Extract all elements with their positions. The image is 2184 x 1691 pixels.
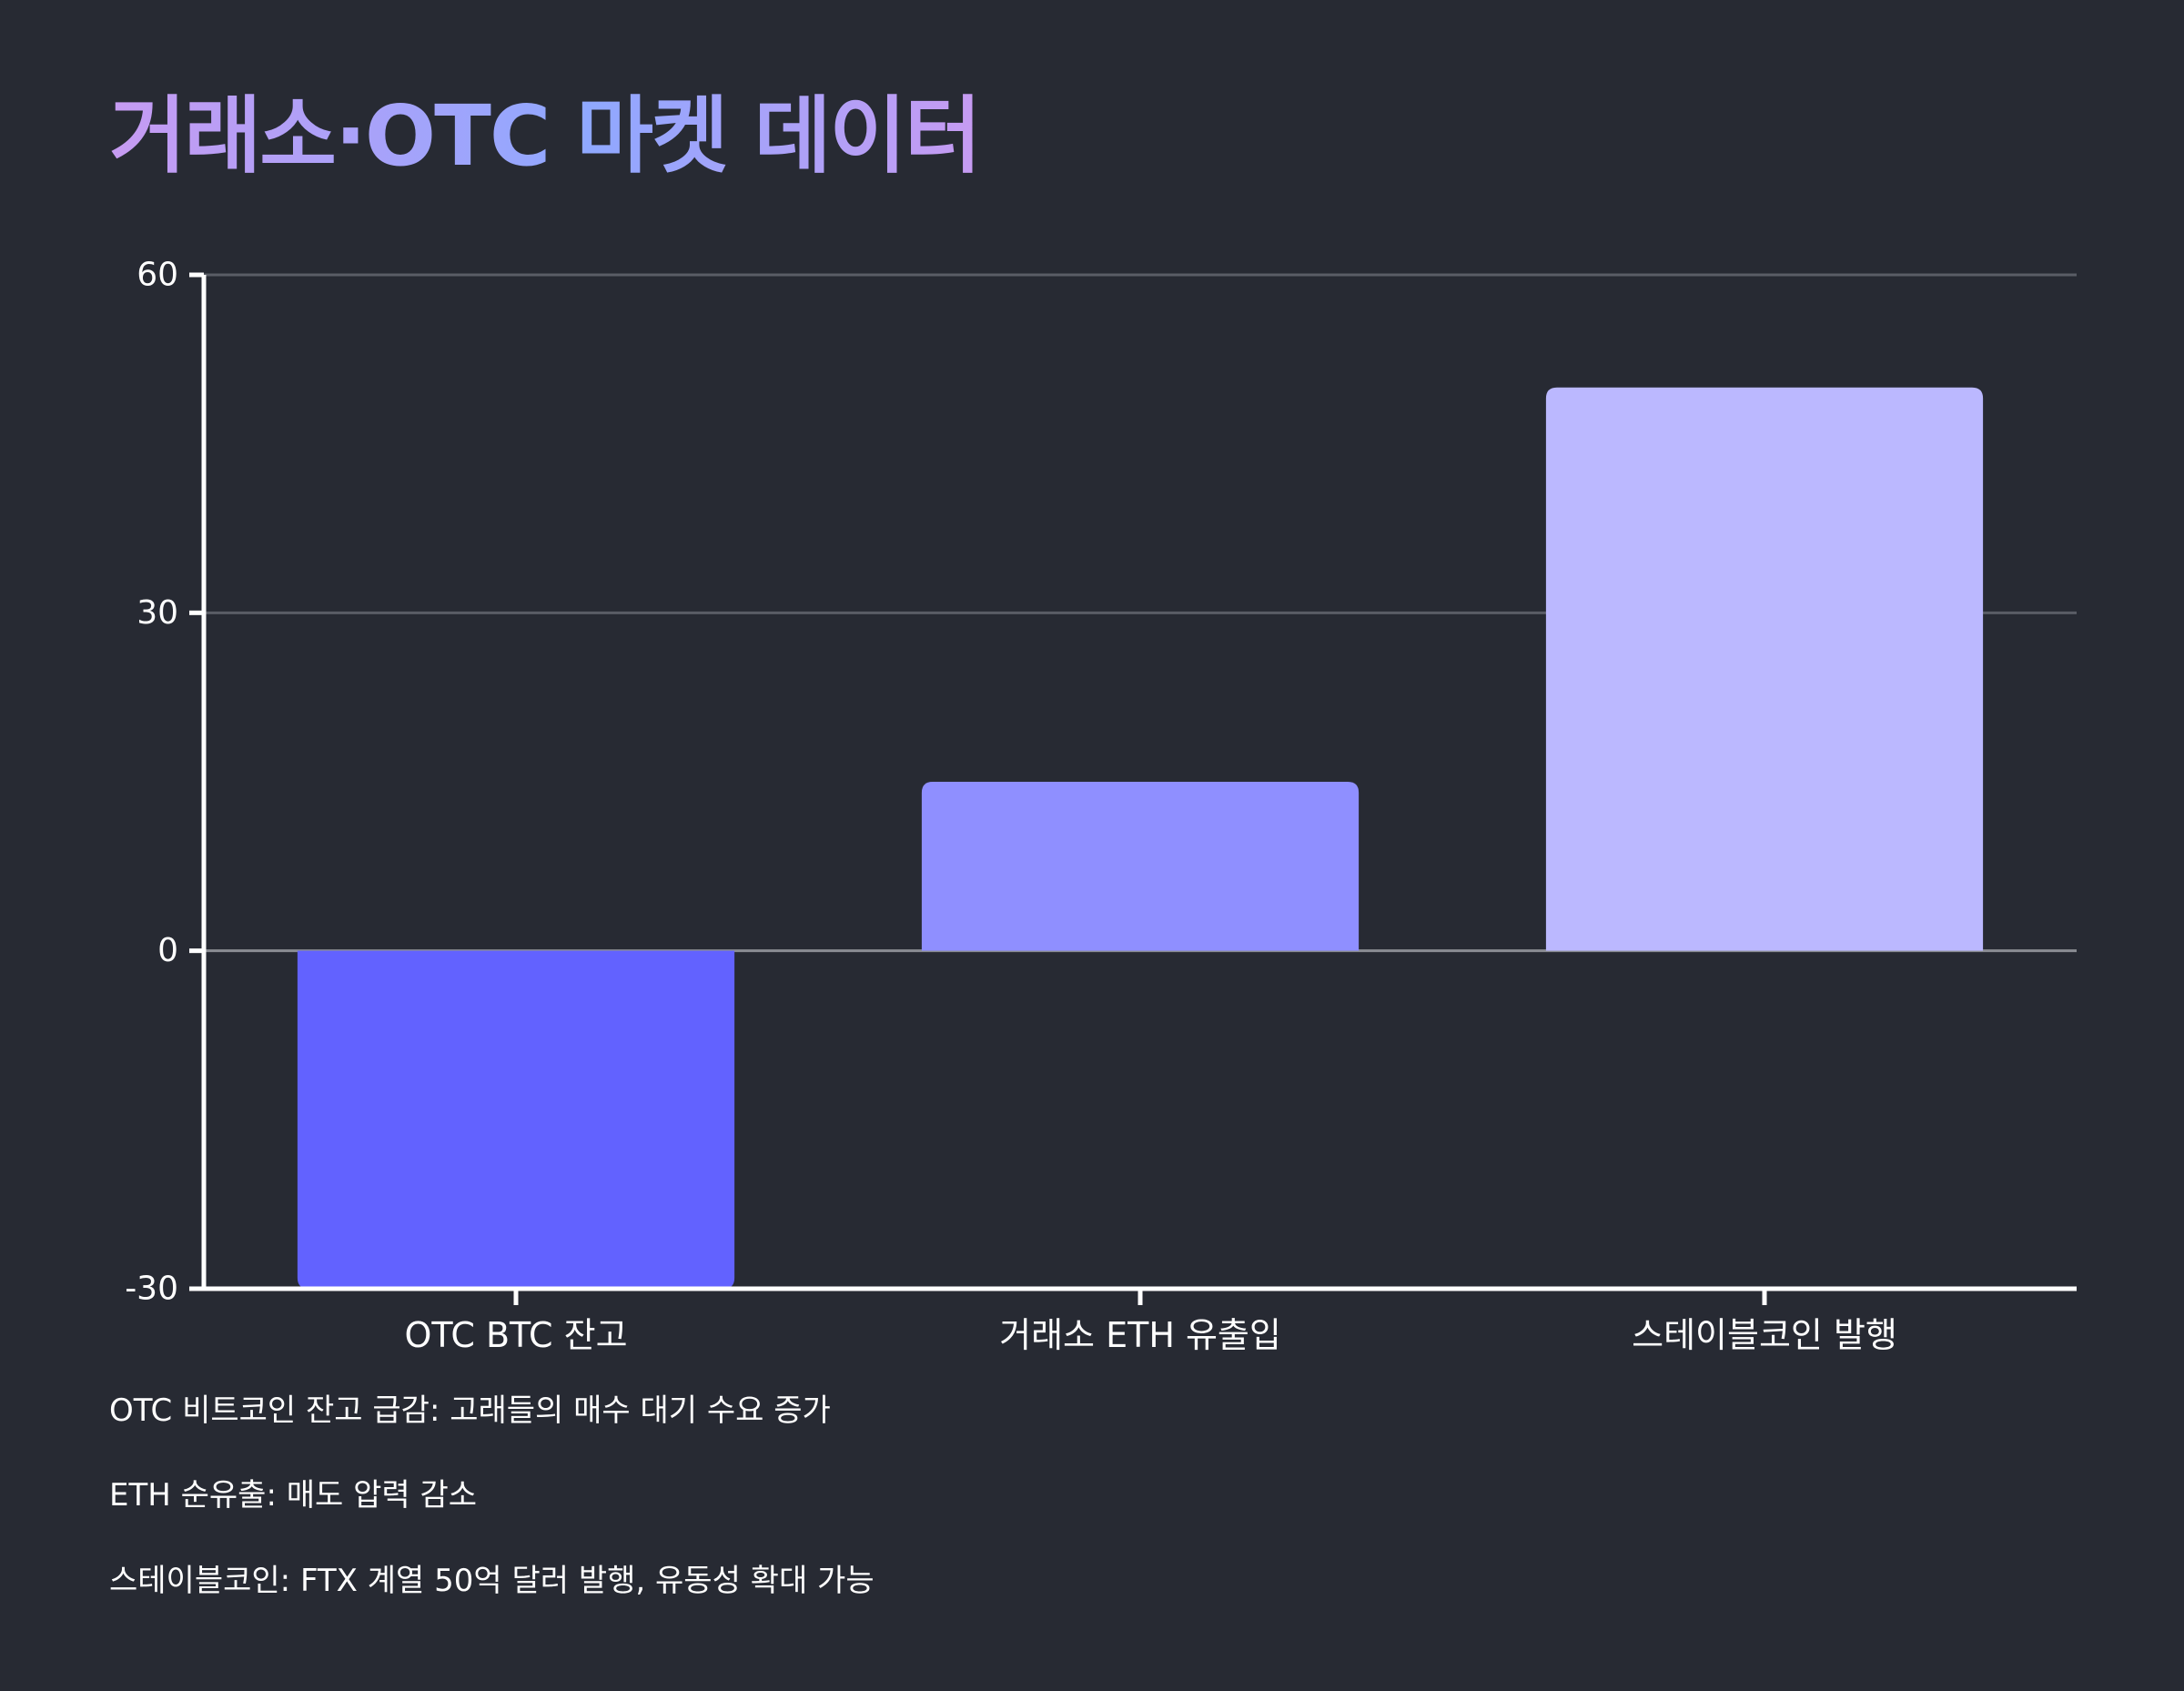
- note-stablecoin: 스테이블코인: FTX 계열 50억 달러 발행, 유동성 확대 가능: [109, 1563, 875, 1599]
- note-eth-outflow: ETH 순유출: 매도 압력 감소: [109, 1477, 478, 1514]
- y-tick-label-30: 30: [136, 594, 178, 632]
- bar-2: [921, 782, 1360, 951]
- y-tick-label-60: 60: [136, 257, 178, 294]
- bar-3: [1545, 387, 1984, 951]
- bar-1: [297, 950, 735, 1289]
- x-tick-label-1: OTC BTC 잔고: [404, 1315, 627, 1355]
- bar-chart: -30 0 30 60 OTC BTC 잔고 거래소 ETH 유출입 스테이블코인 발행: [125, 257, 2077, 1355]
- axes: -30 0 30 60 OTC BTC 잔고 거래소 ETH 유출입 스테이블코인 발행: [125, 257, 2077, 1355]
- y-tick-label--30: -30: [125, 1271, 178, 1308]
- x-tick-label-3: 스테이블코인 발행: [1632, 1315, 1897, 1355]
- bars: [297, 387, 1984, 1289]
- x-tick-label-2: 거래소 ETH 유출입: [999, 1315, 1281, 1355]
- note-otc-btc: OTC 비트코인 잔고 급감: 고래들의 매수 대기 수요 증가: [109, 1392, 831, 1429]
- chart-title: 거래소·OTC 마켓 데이터: [109, 82, 982, 191]
- y-tick-label-0: 0: [157, 932, 178, 969]
